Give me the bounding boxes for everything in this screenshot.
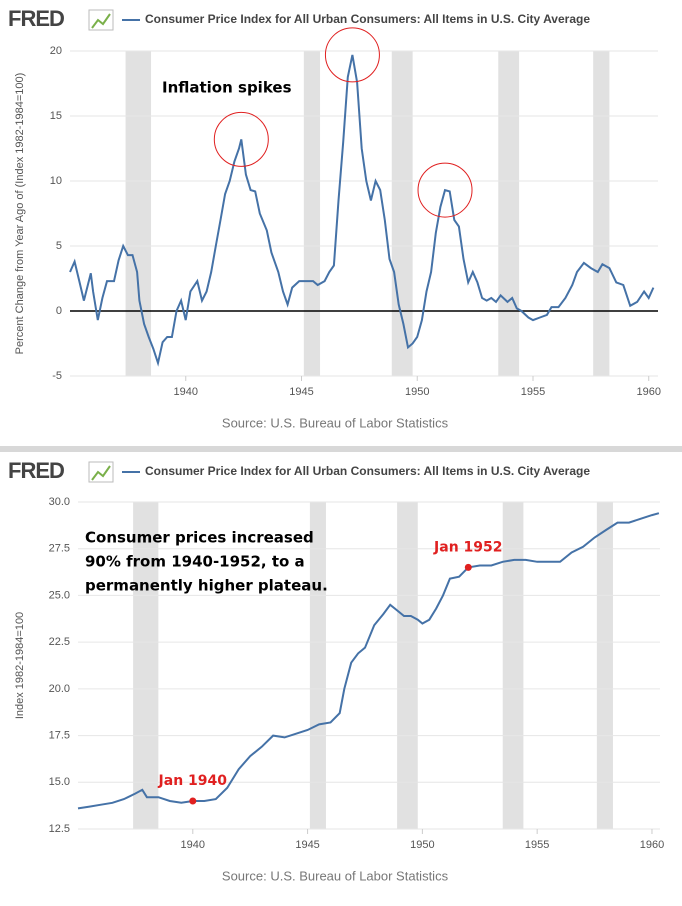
y-tick-label: -5 (52, 370, 62, 382)
x-tick-label: 1955 (525, 839, 549, 851)
legend-label: Consumer Price Index for All Urban Consu… (145, 464, 590, 478)
marked-point (464, 563, 472, 571)
legend-label: Consumer Price Index for All Urban Consu… (145, 12, 590, 26)
logo: FRED (8, 458, 64, 483)
recession-band (303, 51, 321, 376)
chart-panel: FRED Consumer Price Index for All Urban C… (8, 458, 664, 884)
annotation: Consumer prices increased (85, 529, 314, 547)
x-tick-label: 1940 (181, 839, 205, 851)
y-tick-label: 22.5 (49, 636, 70, 648)
recession-band (498, 51, 520, 376)
x-tick-label: 1950 (410, 839, 434, 851)
logo-box (88, 9, 114, 31)
recession-band (133, 502, 159, 829)
recession-band (502, 502, 524, 829)
y-tick-label: 5 (56, 240, 62, 252)
y-tick-label: 27.5 (49, 543, 70, 555)
highlight-circle (417, 162, 473, 218)
annotation: permanently higher plateau. (85, 577, 328, 595)
y-tick-label: 17.5 (49, 729, 70, 741)
recession-band (125, 51, 152, 376)
data-line (69, 54, 655, 367)
point-label: Jan 1940 (158, 773, 228, 789)
data-line (77, 512, 660, 810)
chart-panel: FRED Consumer Price Index for All Urban C… (8, 6, 661, 431)
y-tick-label: 30.0 (49, 496, 70, 508)
y-tick-label: 25.0 (49, 589, 70, 601)
y-tick-label: 10 (50, 175, 62, 187)
separator (0, 446, 682, 452)
x-tick-label: 1945 (289, 386, 313, 398)
recession-band (593, 51, 610, 376)
annotation: 90% from 1940-1952, to a (85, 553, 305, 571)
y-tick-label: 12.5 (49, 823, 70, 835)
annotation: Inflation spikes (162, 79, 292, 97)
y-tick-label: 20 (50, 45, 62, 57)
source-note: Source: U.S. Bureau of Labor Statistics (222, 415, 449, 430)
x-tick-label: 1940 (174, 386, 198, 398)
source-note: Source: U.S. Bureau of Labor Statistics (222, 868, 449, 883)
recession-band (391, 51, 413, 376)
x-tick-label: 1945 (295, 839, 319, 851)
marked-point (189, 797, 197, 805)
point-label: Jan 1952 (433, 539, 502, 555)
y-tick-label: 0 (56, 305, 62, 317)
logo: FRED (8, 6, 64, 31)
y-tick-label: 15 (50, 110, 62, 122)
y-tick-label: 20.0 (49, 683, 70, 695)
y-axis-label: Index 1982-1984=100 (14, 612, 26, 719)
recession-band (309, 502, 326, 829)
x-tick-label: 1960 (640, 839, 664, 851)
logo-icon (91, 465, 111, 481)
y-tick-label: 15.0 (49, 776, 70, 788)
logo-icon (91, 13, 111, 29)
y-axis-label: Percent Change from Year Ago of (Index 1… (14, 73, 26, 355)
x-tick-label: 1955 (521, 386, 545, 398)
highlight-circle (324, 27, 380, 83)
x-tick-label: 1960 (636, 386, 660, 398)
recession-band (596, 502, 613, 829)
x-tick-label: 1950 (405, 386, 429, 398)
logo-box (88, 461, 114, 483)
highlight-circle (213, 111, 269, 167)
recession-band (397, 502, 418, 829)
